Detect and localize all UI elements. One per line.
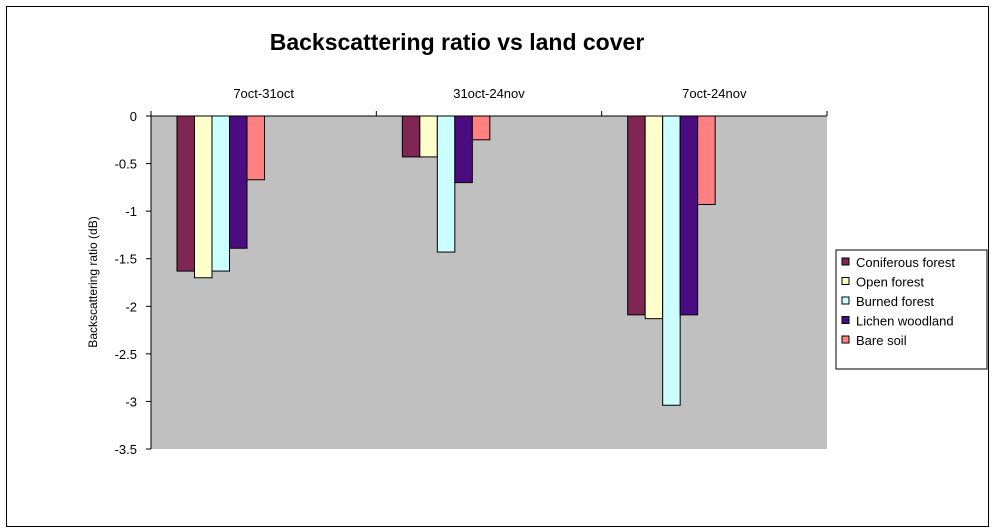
bar-1-3 — [627, 115, 646, 316]
bar-5-1 — [246, 115, 265, 181]
legend-swatch-3 — [841, 296, 850, 305]
y-tick-label-1: 0 — [130, 109, 137, 124]
bar-1-2 — [401, 115, 421, 158]
y-tick-label-4: -1.5 — [115, 252, 137, 267]
bar-1-1 — [176, 115, 195, 272]
legend-label-2: Open forest — [856, 275, 924, 290]
legend-label-5: Bare soil — [856, 333, 907, 348]
bar-5-2 — [471, 115, 491, 141]
axes-group: 0 -0.5 -1 -1.5 -2 -2.5 -3 -3.5 7oct-31oct 31oct-2… — [115, 86, 828, 457]
legend-box — [835, 249, 988, 370]
y-tick-label-8: -3.5 — [115, 442, 137, 457]
bar-4-1 — [229, 115, 248, 249]
y-tick-label-7: -3 — [125, 394, 137, 409]
y-tick-label-5: -2 — [125, 299, 137, 314]
y-tick-label-2: -0.5 — [115, 157, 137, 172]
legend-swatch-5 — [841, 335, 850, 344]
y-tick-label-6: -2.5 — [115, 347, 137, 362]
legend-swatch-2 — [841, 277, 850, 285]
bar-4-2 — [454, 115, 473, 184]
x-tick-label-1: 7oct-31oct — [233, 86, 294, 101]
x-tick-label-3: 7oct-24nov — [682, 86, 747, 101]
bar-4-3 — [679, 115, 699, 316]
legend-label-3: Burned forest — [856, 294, 934, 309]
legend-swatch-1 — [841, 257, 850, 266]
bar-2-3 — [644, 115, 664, 320]
legend-label-4: Lichen woodland — [856, 314, 954, 329]
chart-title: Backscattering ratio vs land cover — [270, 29, 645, 55]
bar-2-1 — [194, 115, 213, 279]
legend-label-1: Coniferous forest — [856, 255, 955, 270]
bar-5-3 — [697, 115, 716, 205]
bar-3-3 — [662, 115, 681, 406]
bar-2-2 — [419, 115, 438, 158]
bar-3-2 — [436, 115, 456, 253]
legend-swatch-4 — [841, 316, 850, 324]
legend: Coniferous forest Open forest Burned fores… — [835, 249, 988, 370]
bars-group — [176, 115, 716, 406]
y-tick-label-3: -1 — [125, 204, 137, 219]
x-tick-label-2: 31oct-24nov — [453, 86, 525, 101]
bar-3-1 — [211, 115, 230, 272]
y-axis-label: Backscattering ratio (dB) — [86, 216, 100, 347]
